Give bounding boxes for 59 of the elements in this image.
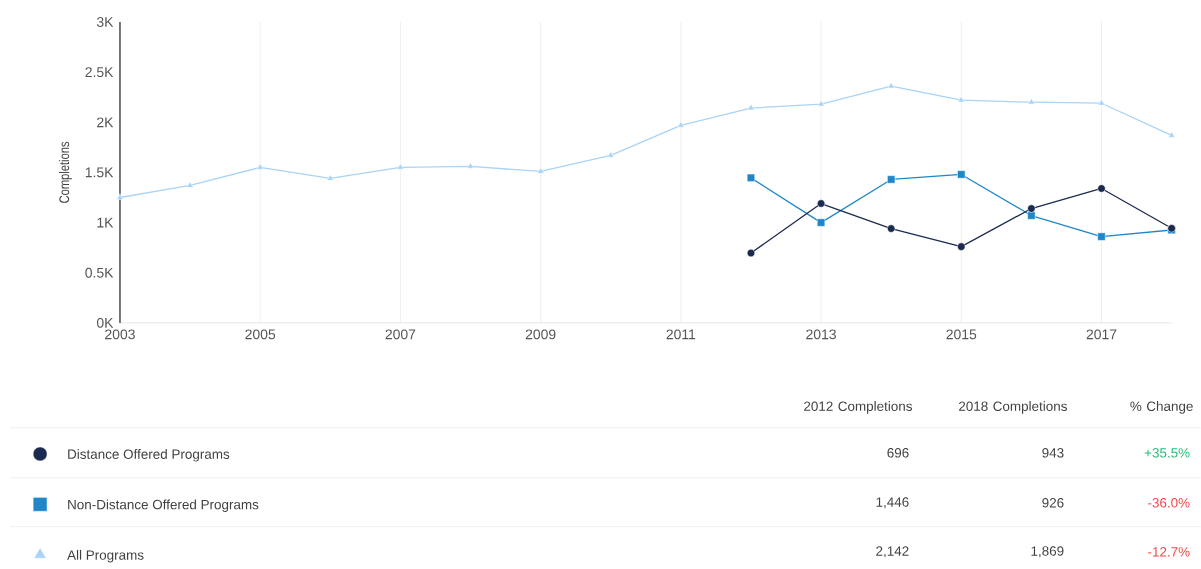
text: +35.5%	[1144, 448, 1190, 458]
point	[817, 100, 825, 107]
text: -36.0%	[1148, 498, 1190, 508]
point	[677, 121, 685, 128]
point	[466, 162, 475, 169]
point	[887, 82, 895, 89]
point	[957, 96, 965, 103]
y-tick-label: 3K	[96, 17, 114, 28]
y-tick-label: 1.5K	[85, 167, 114, 178]
text: 943	[1042, 448, 1064, 458]
point	[326, 174, 334, 181]
point	[957, 242, 966, 251]
point	[1097, 184, 1106, 193]
text: 696	[887, 448, 909, 458]
text: 2012 Completions	[804, 401, 912, 414]
point	[747, 104, 755, 111]
point	[746, 249, 755, 258]
text: 1,446	[876, 497, 909, 509]
legend-label: All Programs	[67, 549, 144, 563]
y-tick-label: 2K	[97, 117, 114, 128]
text: -12.7%	[1148, 547, 1190, 557]
legend-label: Non-Distance Offered Programs	[68, 499, 259, 513]
x-tick-label: 2009	[525, 329, 556, 340]
point	[1097, 232, 1106, 241]
y-tick-label: 1K	[97, 217, 114, 228]
text: 2,142	[876, 546, 909, 558]
point	[817, 199, 826, 208]
point	[607, 151, 615, 158]
point	[1027, 98, 1035, 105]
point	[817, 218, 826, 227]
text: % Change	[1130, 401, 1193, 414]
point	[537, 167, 545, 174]
text: 926	[1042, 498, 1064, 508]
x-tick-label: 2011	[666, 329, 696, 340]
point	[887, 224, 896, 233]
point	[116, 193, 124, 200]
y-tick-label: 0K	[96, 318, 114, 328]
point	[957, 170, 966, 179]
x-tick-label: 2015	[946, 329, 977, 340]
point	[887, 175, 896, 184]
point	[746, 173, 755, 182]
point	[1027, 204, 1036, 213]
y-tick-label: 2.5K	[85, 67, 114, 78]
point	[256, 163, 264, 170]
text: 2018 Completions	[959, 401, 1067, 414]
point	[1027, 211, 1036, 220]
point	[396, 163, 404, 170]
legend-label: Distance Offered Programs	[68, 449, 230, 462]
point	[1097, 99, 1106, 106]
text: 1,869	[1031, 546, 1064, 558]
x-tick-label: 2003	[105, 329, 135, 340]
y-axis-title: Completions	[58, 141, 72, 203]
point	[186, 181, 194, 188]
point	[1168, 131, 1176, 138]
y-tick-label: 0.5K	[85, 267, 114, 278]
x-tick-label: 2013	[806, 329, 836, 340]
x-tick-label: 2017	[1086, 329, 1117, 340]
x-tick-label: 2007	[385, 329, 416, 340]
x-tick-label: 2005	[245, 329, 276, 340]
